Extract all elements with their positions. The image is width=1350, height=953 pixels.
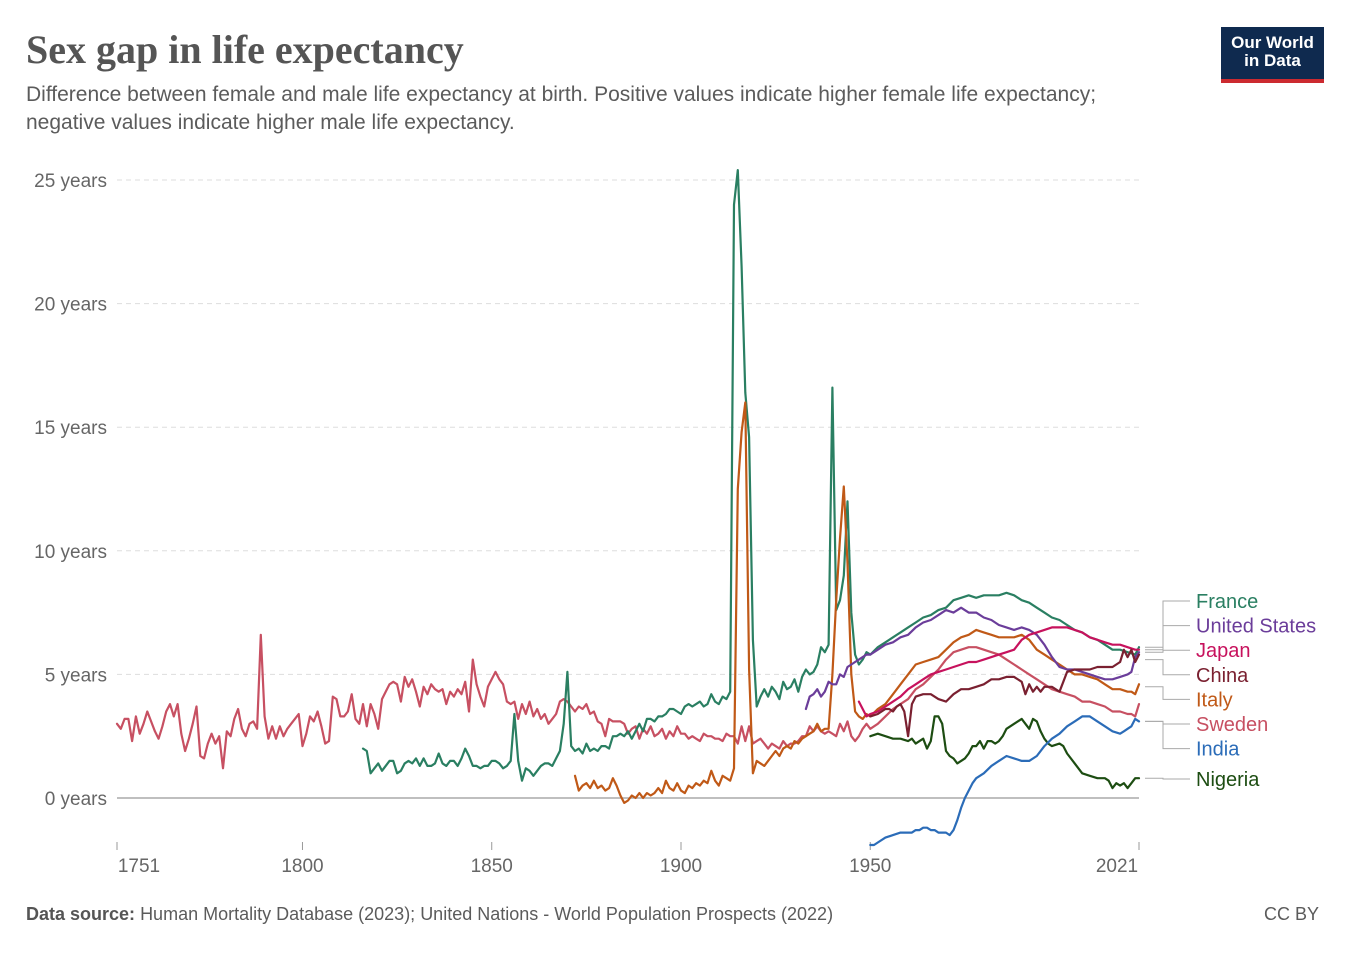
- chart-title: Sex gap in life expectancy: [26, 27, 464, 72]
- x-tick-label: 1900: [660, 856, 702, 877]
- series-layer: [115, 169, 1141, 847]
- series-line-china[interactable]: [869, 648, 1141, 738]
- series-line-france[interactable]: [361, 169, 1141, 782]
- legend-connector-united-states: [1145, 625, 1190, 651]
- logo-line-2: in Data: [1244, 51, 1301, 70]
- legend-label-japan[interactable]: Japan: [1196, 640, 1251, 662]
- legend-label-italy[interactable]: Italy: [1196, 689, 1233, 711]
- series-line-sweden[interactable]: [115, 633, 1141, 770]
- x-tick-label: 1950: [849, 856, 891, 877]
- series-line-italy[interactable]: [573, 401, 1141, 804]
- grid-layer: [117, 179, 1139, 799]
- y-tick-label: 20 years: [34, 295, 107, 316]
- x-tick-label: 2021: [1096, 856, 1138, 877]
- legend-connector-india: [1145, 720, 1190, 750]
- data-source-text[interactable]: Human Mortality Database (2023); United …: [140, 904, 834, 924]
- x-tick-label: 1751: [118, 856, 160, 877]
- series-line-united-states[interactable]: [804, 606, 1141, 711]
- logo-line-1: Our World: [1231, 33, 1314, 52]
- y-tick-label: 5 years: [45, 665, 107, 686]
- license[interactable]: CC BY: [1263, 904, 1319, 924]
- y-tick-label: 25 years: [34, 171, 107, 192]
- legend-label-china[interactable]: China: [1196, 665, 1249, 687]
- x-axis: 1751 1800 1850 1900 1950 2021: [116, 842, 1140, 877]
- chart-subtitle: Difference between female and male life …: [26, 83, 1097, 134]
- legend-connector-italy: [1145, 686, 1190, 700]
- series-line-india[interactable]: [869, 715, 1141, 847]
- line-chart: 0 years 5 years 10 years 15 years 20 years 25…: [34, 169, 1316, 877]
- legend-connector-china: [1145, 659, 1190, 676]
- y-axis-labels: 0 years 5 years 10 years 15 years 20 years 25…: [34, 171, 107, 810]
- data-source: Data source: Human Mortality Database (2…: [26, 904, 833, 925]
- y-tick-label: 10 years: [34, 542, 107, 563]
- legend-label-united-states[interactable]: United States: [1196, 616, 1316, 638]
- legend-label-india[interactable]: India: [1196, 739, 1240, 761]
- legend-label-france[interactable]: France: [1196, 591, 1258, 613]
- legend-connector-nigeria: [1145, 777, 1190, 780]
- legend-label-sweden[interactable]: Sweden: [1196, 714, 1268, 736]
- legend-label-nigeria[interactable]: Nigeria: [1196, 769, 1260, 791]
- y-tick-label: 0 years: [45, 789, 107, 810]
- x-tick-label: 1850: [471, 856, 513, 877]
- y-tick-label: 15 years: [34, 418, 107, 439]
- series-line-japan[interactable]: [857, 626, 1141, 718]
- x-tick-label: 1800: [281, 856, 323, 877]
- data-source-label: Data source:: [26, 904, 136, 924]
- series-line-nigeria[interactable]: [869, 715, 1141, 790]
- legend-connector-france: [1145, 600, 1190, 648]
- legend-connector-japan: [1145, 649, 1190, 653]
- owid-logo[interactable]: Our World in Data: [1221, 27, 1324, 83]
